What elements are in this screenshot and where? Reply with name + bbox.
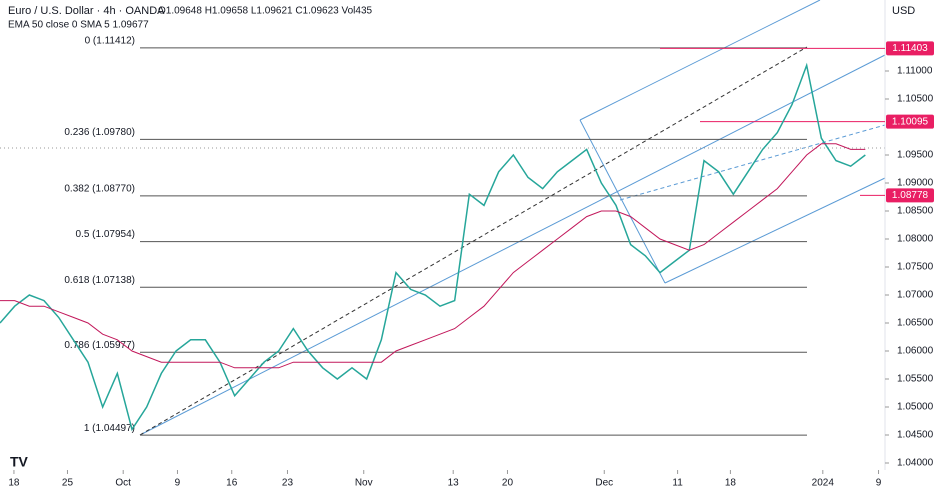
x-tick-label: 16 xyxy=(226,478,238,489)
fib-label: 0 (1.11412) xyxy=(85,36,135,47)
fib-label: 0.786 (1.05977) xyxy=(64,340,135,351)
y-tick-label: 1.04500 xyxy=(897,430,934,441)
x-tick-label: 9 xyxy=(175,478,181,489)
fib-label: 1 (1.04497) xyxy=(84,423,135,434)
y-tick-label: 1.11000 xyxy=(897,66,933,77)
x-tick-label: 18 xyxy=(8,478,20,489)
y-tick-label: 1.07000 xyxy=(897,290,934,301)
x-tick-label: 20 xyxy=(502,478,514,489)
price-tag xyxy=(886,188,934,203)
fib-label: 0.236 (1.09780) xyxy=(64,127,135,138)
y-tick-label: 1.06500 xyxy=(897,318,934,329)
y-tick-label: 1.09000 xyxy=(897,178,934,189)
price-line xyxy=(0,62,866,432)
fib-label: 0.382 (1.08770) xyxy=(64,184,135,195)
price-tag xyxy=(886,41,934,56)
y-tick-label: 1.04000 xyxy=(897,458,934,469)
y-tick-label: 1.05000 xyxy=(897,402,934,413)
x-tick-label: 11 xyxy=(672,478,683,489)
pitchfork xyxy=(139,0,886,436)
y-tick-label: 1.08000 xyxy=(897,234,934,245)
x-tick-label: 9 xyxy=(876,478,882,489)
x-tick-label: Oct xyxy=(115,478,131,489)
currency: USD xyxy=(892,5,915,17)
price-tag xyxy=(886,114,934,129)
x-tick-label: 25 xyxy=(62,478,74,489)
symbol-title: Euro / U.S. Dollar · 4h · OANDA xyxy=(8,5,165,17)
y-tick-label: 1.05500 xyxy=(897,374,934,385)
price-tag-label: 1.11403 xyxy=(892,43,928,54)
fib-label: 0.5 (1.07954) xyxy=(76,229,136,240)
x-tick-label: 13 xyxy=(448,478,460,489)
x-tick-label: Nov xyxy=(355,478,373,489)
y-tick-label: 1.06000 xyxy=(897,346,934,357)
x-tick-label: Dec xyxy=(595,478,613,489)
price-line xyxy=(0,143,866,369)
trend-line xyxy=(139,46,808,436)
x-tick-label: 18 xyxy=(725,478,737,489)
price-tag-label: 1.08778 xyxy=(892,190,929,201)
x-tick-label: 2024 xyxy=(812,478,835,489)
y-tick-label: 1.10500 xyxy=(897,94,934,105)
ohlc: O1.09648 H1.09658 L1.09621 C1.09623 Vol4… xyxy=(158,6,373,17)
y-tick-label: 1.07500 xyxy=(897,262,934,273)
fib-label: 0.618 (1.07138) xyxy=(64,275,135,286)
indicator: EMA 50 close 0 SMA 5 1.09677 xyxy=(8,20,149,31)
x-tick-label: 23 xyxy=(282,478,294,489)
logo: TV xyxy=(10,454,29,470)
y-tick-label: 1.09500 xyxy=(897,150,934,161)
price-tag-label: 1.10095 xyxy=(892,116,929,127)
y-tick-label: 1.08500 xyxy=(897,206,934,217)
